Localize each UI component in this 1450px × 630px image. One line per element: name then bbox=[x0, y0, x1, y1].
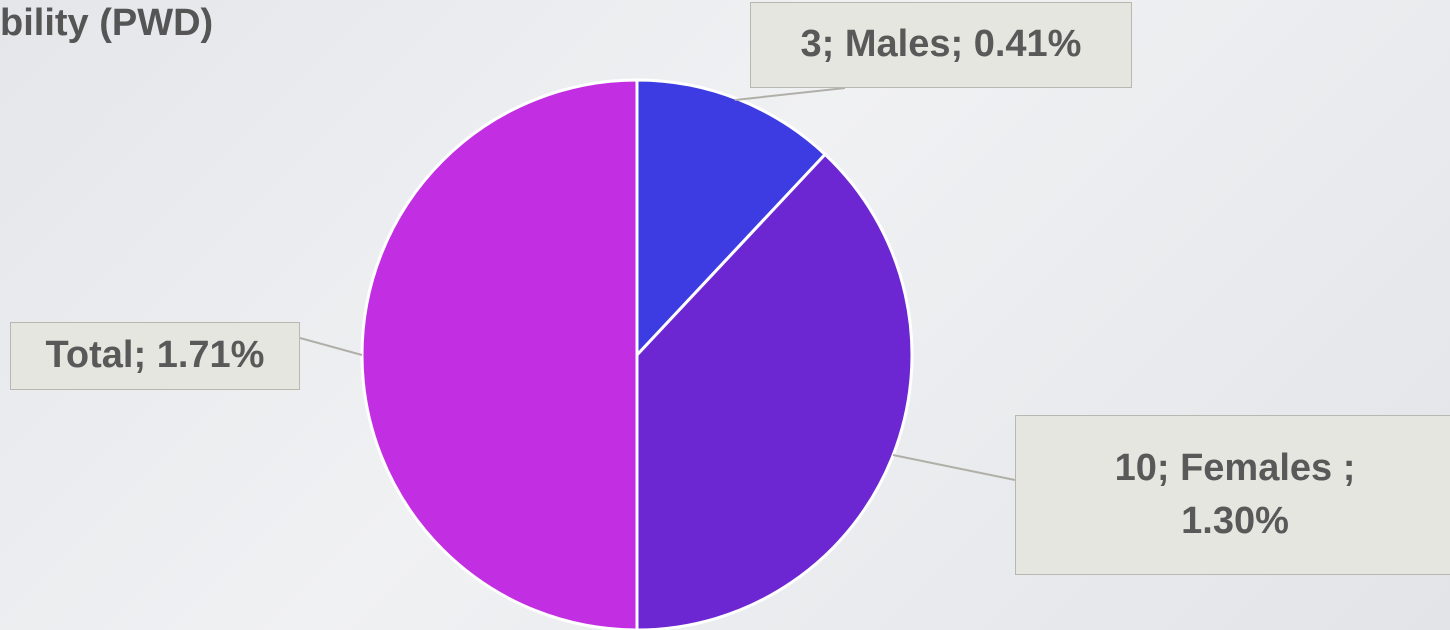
leader-line bbox=[299, 337, 363, 356]
pie-slice bbox=[360, 78, 639, 630]
data-label: Total; 1.71% bbox=[10, 322, 300, 390]
data-label: 3; Males; 0.41% bbox=[750, 2, 1132, 88]
pie-slice bbox=[635, 152, 914, 630]
leader-line bbox=[892, 454, 1016, 481]
data-label: 10; Females ; 1.30% bbox=[1015, 415, 1450, 575]
chart-title: bility (PWD) bbox=[0, 2, 214, 44]
leader-line bbox=[734, 87, 846, 101]
